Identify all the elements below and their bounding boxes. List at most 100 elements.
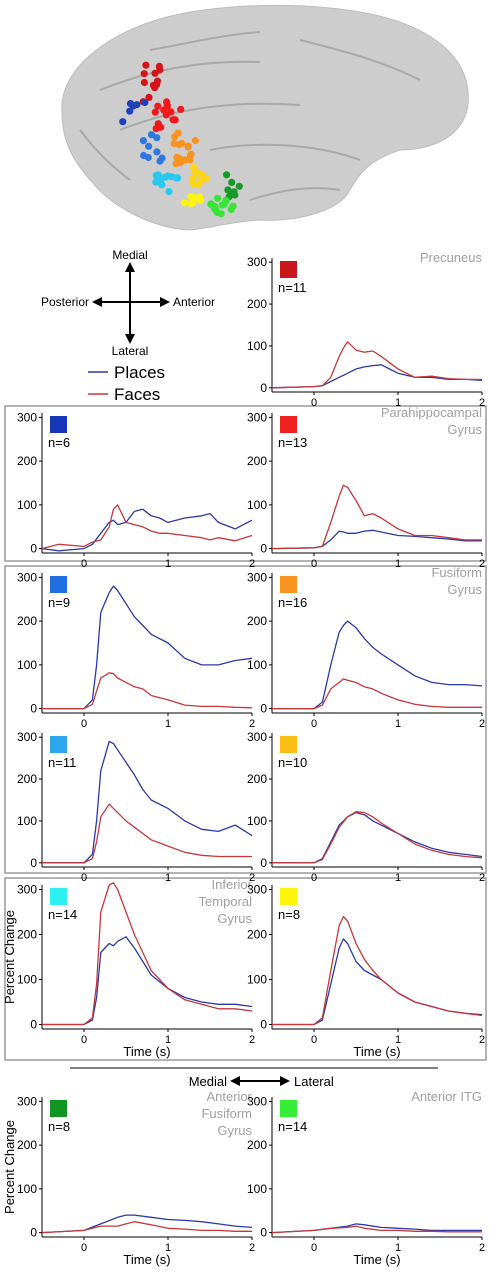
region-color-swatch — [50, 1100, 67, 1117]
y-tick-label: 300 — [17, 883, 37, 897]
legend-faces-label: Faces — [114, 385, 160, 404]
electrode-dot — [214, 194, 222, 202]
y-tick-label: 100 — [17, 1182, 37, 1196]
x-tick-label: 0 — [311, 718, 317, 730]
x-tick-label: 0 — [311, 1242, 317, 1254]
compass-posterior-label: Posterior — [41, 295, 89, 309]
series-line-faces — [42, 672, 253, 710]
y-tick-label: 300 — [17, 730, 37, 744]
compass-lateral-label: Lateral — [112, 344, 149, 358]
y-tick-label: 200 — [247, 772, 267, 786]
electrode-dot — [139, 137, 147, 145]
electrode-dot — [170, 139, 178, 148]
y-tick-label: 100 — [247, 814, 267, 828]
x-tick-label: 2 — [479, 718, 485, 730]
y-tick-label: 0 — [30, 542, 37, 556]
y-tick-label: 300 — [247, 1094, 267, 1108]
x-tick-label: 2 — [479, 397, 485, 409]
y-axis-label: Percent Change — [2, 910, 17, 1004]
electrode-dot — [155, 171, 163, 179]
region-color-swatch — [50, 416, 67, 433]
electrode-dot — [213, 208, 221, 217]
electrode-dot — [161, 173, 169, 181]
y-tick-label: 200 — [17, 772, 37, 786]
legend: Places Faces — [88, 363, 165, 404]
y-tick-label: 200 — [17, 614, 37, 628]
chart-panel: 0 100 200 300 0 1 2 Time (s) n=8 — [247, 883, 485, 1060]
n-count-label: n=11 — [48, 755, 76, 770]
chart-panel: 0 100 200 300 0 1 2 n=11 — [17, 730, 255, 884]
series-line-faces — [41, 1221, 252, 1234]
n-count-label: n=14 — [48, 907, 77, 922]
n-count-label: n=16 — [278, 595, 307, 610]
x-tick-label: 1 — [165, 1242, 171, 1254]
electrode-dot — [189, 180, 198, 188]
x-axis-label: Time (s) — [353, 1252, 400, 1267]
region-label: Gyrus — [447, 582, 482, 597]
region-color-swatch — [50, 888, 67, 905]
y-tick-label: 0 — [30, 1226, 37, 1240]
x-tick-label: 2 — [479, 872, 485, 884]
y-tick-label: 300 — [17, 570, 37, 584]
y-tick-label: 100 — [17, 973, 37, 987]
electrode-dot — [228, 178, 236, 186]
electrode-dots — [119, 61, 243, 218]
region-label: Temporal — [199, 894, 253, 909]
electrode-dot — [142, 61, 150, 69]
x-tick-label: 0 — [311, 397, 317, 409]
x-tick-label: 2 — [249, 558, 255, 570]
x-axis-label: Time (s) — [123, 1044, 170, 1059]
electrode-dot — [165, 188, 173, 196]
electrode-dot — [163, 98, 171, 106]
x-tick-label: 0 — [81, 1242, 87, 1254]
electrode-dot — [129, 102, 137, 110]
region-label: Gyrus — [447, 422, 482, 437]
y-tick-label: 300 — [17, 1094, 37, 1108]
electrode-dot — [169, 116, 177, 124]
electrode-dot — [189, 174, 197, 182]
electrode-dot — [187, 200, 195, 208]
electrode-dot — [184, 143, 192, 151]
electrode-dot — [126, 107, 134, 115]
y-tick-label: 100 — [247, 973, 267, 987]
y-tick-label: 0 — [260, 1226, 267, 1240]
brain-image — [61, 4, 469, 231]
y-tick-label: 100 — [17, 498, 37, 512]
x-tick-label: 0 — [81, 558, 87, 570]
n-count-label: n=14 — [278, 1119, 307, 1134]
electrode-dot — [156, 66, 164, 74]
y-tick-label: 0 — [260, 1018, 267, 1032]
y-tick-label: 0 — [260, 381, 267, 395]
electrode-dot — [162, 111, 170, 119]
electrode-dot — [229, 202, 237, 210]
electrode-dot — [119, 118, 127, 126]
x-tick-label: 2 — [479, 1242, 485, 1254]
region-color-swatch — [280, 888, 297, 905]
electrode-dot — [223, 171, 231, 179]
electrode-dot — [220, 200, 228, 208]
electrode-dot — [167, 173, 176, 181]
chart-panel: 0 100 200 300 0 1 2 Time (s) Percent Change n=14 I… — [2, 877, 255, 1059]
electrode-dot — [153, 80, 161, 88]
chart-panel: 0 100 200 300 0 1 2 n=13 Parahippocampal Gyrus — [247, 405, 485, 570]
x-tick-label: 1 — [395, 872, 401, 884]
x-tick-label: 0 — [81, 1034, 87, 1046]
y-tick-label: 300 — [247, 730, 267, 744]
electrode-dot — [140, 78, 148, 87]
region-color-swatch — [280, 736, 297, 753]
electrode-dot — [154, 102, 162, 110]
x-tick-label: 2 — [249, 872, 255, 884]
region-label: Precuneus — [420, 250, 483, 265]
electrode-dot — [140, 70, 148, 78]
y-tick-label: 200 — [247, 454, 267, 468]
region-label: Anterior — [206, 1089, 252, 1104]
x-tick-label: 2 — [249, 1034, 255, 1046]
y-tick-label: 300 — [247, 883, 267, 897]
series-line-faces — [42, 882, 253, 1026]
electrode-dot — [186, 156, 194, 164]
region-color-swatch — [280, 261, 297, 278]
region-color-swatch — [280, 416, 297, 433]
chart-panel: 0 100 200 300 0 1 2 Time (s) Percent Change n=8 An… — [2, 1089, 255, 1267]
y-tick-label: 300 — [247, 570, 267, 584]
